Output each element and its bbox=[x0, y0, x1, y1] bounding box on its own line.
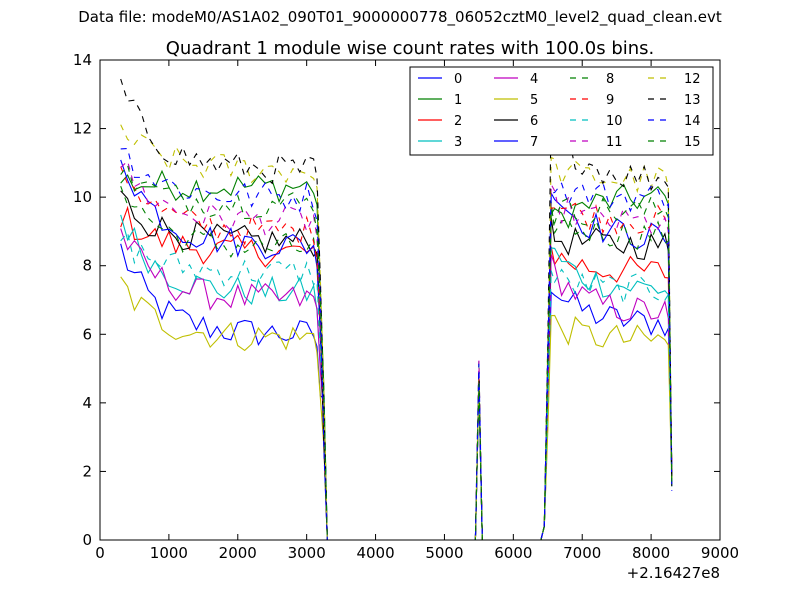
x-tick-label: 5000 bbox=[425, 544, 463, 562]
x-tick-label: 3000 bbox=[288, 544, 326, 562]
legend-label-14: 14 bbox=[684, 114, 701, 129]
legend-label-9: 9 bbox=[606, 93, 614, 108]
y-tick-label: 6 bbox=[82, 325, 92, 343]
legend-label-4: 4 bbox=[530, 72, 538, 87]
y-tick-label: 12 bbox=[73, 120, 92, 138]
series-line-15 bbox=[120, 164, 673, 541]
y-tick-label: 0 bbox=[82, 531, 92, 549]
series-line-12 bbox=[120, 124, 673, 541]
series-line-13 bbox=[120, 78, 673, 541]
series-line-1 bbox=[120, 169, 673, 541]
x-tick-label: 4000 bbox=[356, 544, 394, 562]
y-tick-label: 8 bbox=[82, 257, 92, 275]
legend-label-11: 11 bbox=[606, 135, 623, 150]
legend-label-2: 2 bbox=[454, 114, 462, 129]
x-offset-label: +2.16427e8 bbox=[627, 564, 720, 582]
x-tick-label: 1000 bbox=[150, 544, 188, 562]
series-line-4 bbox=[120, 228, 673, 541]
legend-label-7: 7 bbox=[530, 135, 538, 150]
legend-label-15: 15 bbox=[684, 135, 701, 150]
legend-label-3: 3 bbox=[454, 135, 462, 150]
legend-label-13: 13 bbox=[684, 93, 701, 108]
series-line-11 bbox=[120, 160, 673, 541]
series-line-7 bbox=[120, 159, 673, 541]
axes-frame bbox=[99, 59, 721, 541]
legend-label-12: 12 bbox=[684, 72, 701, 87]
x-tick-label: 8000 bbox=[632, 544, 670, 562]
legend-label-0: 0 bbox=[454, 72, 462, 87]
legend-label-10: 10 bbox=[606, 114, 623, 129]
series-line-2 bbox=[120, 205, 673, 541]
legend-label-5: 5 bbox=[530, 93, 538, 108]
x-tick-label: 9000 bbox=[701, 544, 739, 562]
y-tick-label: 14 bbox=[73, 51, 92, 69]
chart-title: Quadrant 1 module wise count rates with … bbox=[166, 38, 655, 59]
x-tick-label: 2000 bbox=[219, 544, 257, 562]
y-tick-label: 4 bbox=[82, 394, 92, 412]
series-line-10 bbox=[120, 231, 673, 541]
legend-label-1: 1 bbox=[454, 93, 462, 108]
x-tick-label: 0 bbox=[95, 544, 105, 562]
legend-box bbox=[409, 66, 714, 156]
y-tick-label: 10 bbox=[73, 188, 92, 206]
y-tick-label: 2 bbox=[82, 462, 92, 480]
figure-suptitle: Data file: modeM0/AS1A02_090T01_90000007… bbox=[78, 8, 722, 26]
x-axis-ticks: 0 1000 2000 3000 4000 5000 6000 7000 8000 9000 bbox=[95, 60, 739, 562]
x-tick-label: 6000 bbox=[494, 544, 532, 562]
x-tick-label: 7000 bbox=[563, 544, 601, 562]
legend-label-6: 6 bbox=[530, 114, 538, 129]
legend-label-8: 8 bbox=[606, 72, 614, 87]
